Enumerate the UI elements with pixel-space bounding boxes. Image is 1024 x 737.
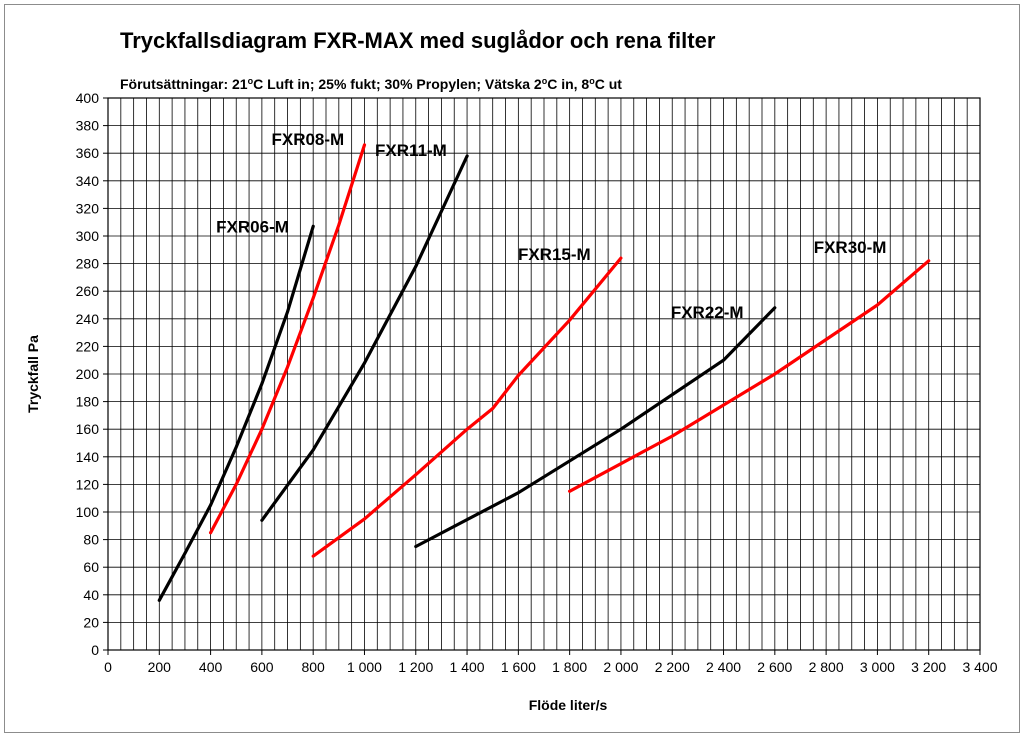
x-tick-label: 1 400 — [450, 659, 485, 675]
y-tick-label: 240 — [76, 311, 100, 327]
series-label: FXR30-M — [814, 238, 887, 257]
subtitle-part: Förutsättningar: 21 — [120, 76, 248, 92]
series-line — [311, 256, 623, 558]
y-tick-label: 0 — [91, 642, 99, 658]
series-line — [209, 143, 367, 535]
y-tick-label: 20 — [83, 614, 99, 630]
x-tick-label: 1 000 — [347, 659, 382, 675]
y-tick-label: 80 — [83, 532, 99, 548]
y-tick-label: 140 — [76, 449, 100, 465]
subtitle-part: C Luft in; 25% fukt; 30% Propylen; Vätsk… — [253, 76, 542, 92]
x-tick-label: 3 200 — [911, 659, 946, 675]
x-tick-label: 600 — [250, 659, 274, 675]
x-tick-label: 2 600 — [757, 659, 792, 675]
series-label: FXR06-M — [216, 217, 289, 236]
x-tick-label: 0 — [104, 659, 112, 675]
x-tick-label: 2 800 — [809, 659, 844, 675]
y-tick-label: 40 — [83, 587, 99, 603]
x-tick-label: 2 000 — [603, 659, 638, 675]
y-tick-label: 200 — [76, 366, 100, 382]
series-line — [414, 306, 777, 549]
series-label: FXR15-M — [518, 245, 591, 264]
series-label: FXR11-M — [375, 141, 447, 160]
chart-title: Tryckfallsdiagram FXR-MAX med suglådor o… — [120, 28, 716, 53]
series-label: FXR22-M — [671, 303, 744, 322]
x-tick-label: 400 — [199, 659, 223, 675]
y-tick-label: 180 — [76, 394, 100, 410]
x-tick-label: 1 200 — [398, 659, 433, 675]
series-line — [157, 224, 315, 602]
subtitle-superscript: o — [247, 76, 254, 86]
x-tick-label: 200 — [148, 659, 172, 675]
y-tick-label: 100 — [76, 504, 100, 520]
y-tick-label: 380 — [76, 118, 100, 134]
series-line — [260, 154, 469, 522]
x-tick-label: 1 600 — [501, 659, 536, 675]
x-tick-label: 2 200 — [655, 659, 690, 675]
y-tick-label: 280 — [76, 256, 100, 272]
y-tick-label: 360 — [76, 145, 100, 161]
y-tick-label: 60 — [83, 559, 99, 575]
subtitle-part: C in, 8 — [547, 76, 590, 92]
y-tick-label: 320 — [76, 200, 100, 216]
y-tick-label: 400 — [76, 90, 100, 106]
series-label: FXR08-M — [271, 130, 344, 149]
x-tick-label: 1 800 — [552, 659, 587, 675]
x-tick-label: 800 — [301, 659, 325, 675]
subtitle-part: C ut — [594, 76, 622, 92]
y-tick-label: 120 — [76, 476, 100, 492]
subtitle-superscript: o — [541, 76, 548, 86]
chart-subtitle: Förutsättningar: 21oC Luft in; 25% fukt;… — [120, 76, 622, 92]
series-line — [567, 259, 931, 493]
x-axis-label: Flöde liter/s — [528, 697, 608, 713]
y-tick-label: 220 — [76, 338, 100, 354]
y-tick-label: 300 — [76, 228, 100, 244]
y-tick-label: 340 — [76, 173, 100, 189]
x-tick-label: 3 000 — [860, 659, 895, 675]
x-tick-label: 3 400 — [962, 659, 997, 675]
subtitle-superscript: o — [589, 76, 595, 86]
x-tick-label: 2 400 — [706, 659, 741, 675]
y-tick-label: 260 — [76, 283, 100, 299]
y-tick-label: 160 — [76, 421, 100, 437]
